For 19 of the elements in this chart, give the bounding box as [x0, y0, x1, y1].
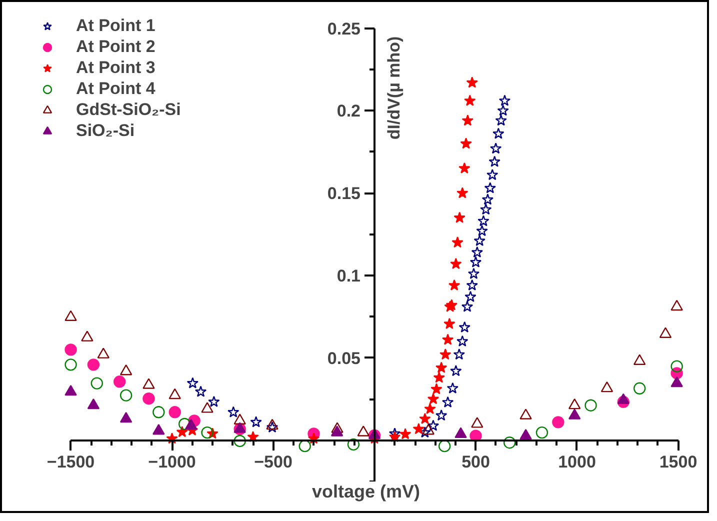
x-tick-label: −1000	[148, 452, 196, 472]
x-axis-title: voltage (mV)	[312, 482, 420, 502]
x-tick-label: 1000	[558, 452, 596, 472]
y-tick-label: 0.2	[336, 102, 361, 121]
legend-label: At Point 3	[76, 58, 156, 78]
legend-label: At Point 2	[76, 37, 156, 57]
y-tick-label: 0.05	[327, 348, 361, 368]
legend-label: GdSt-SiO₂-Si	[76, 100, 181, 120]
y-tick-label: 0.25	[327, 19, 361, 38]
x-tick-label: 1500	[659, 452, 698, 472]
x-tick-label: −1500	[46, 452, 95, 472]
legend-label: SiO₂-Si	[76, 121, 135, 141]
legend-label: At Point 4	[76, 79, 156, 99]
legend-label: At Point 1	[76, 16, 156, 36]
y-tick-label: 0.1	[336, 266, 361, 286]
x-tick-label: 500	[462, 452, 490, 472]
x-tick-label: −500	[254, 452, 292, 472]
y-axis-title: dI/dV(µ mho)	[384, 36, 404, 140]
y-tick-label: 0.15	[327, 184, 361, 204]
